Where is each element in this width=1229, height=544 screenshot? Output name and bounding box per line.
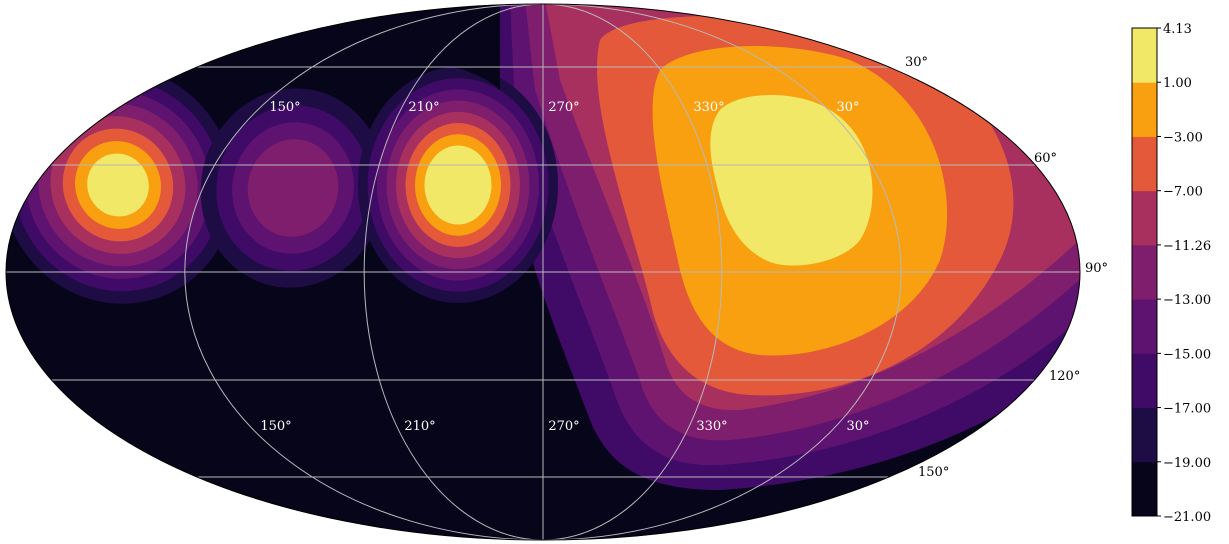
second-lobe-band-3 — [247, 139, 339, 237]
colorbar-label-8: 1.00 — [1163, 76, 1192, 91]
lon-label-upper-0: 150° — [269, 100, 300, 115]
right-lobe-band-6 — [710, 95, 873, 266]
meridian-pair-0 — [363, 4, 723, 540]
lat-label-1: 60° — [1034, 151, 1057, 166]
colorbar-label-7: −3.00 — [1163, 130, 1203, 145]
lat-label-2: 90° — [1085, 261, 1108, 276]
colorbar-label-6: −7.00 — [1163, 185, 1203, 200]
meridian-pair-1 — [184, 4, 902, 540]
colorbar-band-5 — [1132, 190, 1157, 246]
lat-label-0: 30° — [905, 55, 928, 70]
colorbar-band-7 — [1132, 82, 1157, 137]
lon-label-lower-3: 330° — [696, 419, 727, 434]
colorbar-label-1: −19.00 — [1163, 456, 1211, 471]
colorbar-label-5: −11.26 — [1163, 239, 1211, 254]
map-contours — [6, 4, 1080, 540]
lon-label-upper-4: 30° — [836, 100, 859, 115]
grid-labels: 150° 210° 270° 330° 30° 150° 210° 270° 330° 30° 30… — [260, 55, 1108, 480]
lat-label-3: 120° — [1049, 369, 1080, 384]
lat-label-4: 150° — [918, 465, 949, 480]
lon-label-upper-2: 270° — [548, 100, 579, 115]
lon-label-upper-3: 330° — [693, 100, 724, 115]
colorbar-band-3 — [1132, 299, 1157, 354]
colorbar-band-4 — [1132, 244, 1157, 300]
center-lobe-band-7 — [424, 145, 492, 225]
colorbar-band-0 — [1132, 461, 1157, 517]
lon-label-lower-2: 270° — [548, 419, 579, 434]
colorbar-label-0: −21.00 — [1163, 510, 1211, 525]
colorbar-label-9: 4.13 — [1163, 22, 1192, 37]
colorbar-label-2: −17.00 — [1163, 402, 1211, 417]
colorbar: −21.00 −19.00 −17.00 −15.00 −13.00 −11.26 −7.0… — [1131, 22, 1211, 525]
left-lobe-band-7 — [87, 153, 149, 217]
lon-label-lower-1: 210° — [404, 419, 435, 434]
lon-label-lower-0: 150° — [260, 419, 291, 434]
colorbar-label-4: −13.00 — [1163, 293, 1211, 308]
colorbar-band-8 — [1132, 28, 1157, 83]
colorbar-frame — [1131, 27, 1158, 517]
colorbar-label-3: −15.00 — [1163, 347, 1211, 362]
colorbar-band-6 — [1132, 136, 1157, 192]
map-outline — [5, 3, 1081, 541]
lon-label-upper-1: 210° — [408, 100, 439, 115]
colorbar-band-1 — [1132, 407, 1157, 463]
colorbar-band-2 — [1132, 353, 1157, 409]
lon-label-lower-4: 30° — [846, 419, 869, 434]
